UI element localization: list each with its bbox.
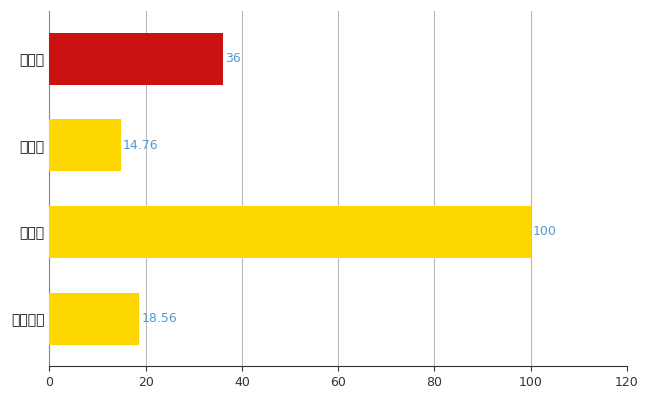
Text: 14.76: 14.76: [123, 139, 159, 152]
Bar: [49, 119, 120, 171]
Bar: [49, 292, 139, 344]
Text: 18.56: 18.56: [141, 312, 177, 325]
Bar: [49, 33, 223, 85]
Text: 100: 100: [533, 226, 557, 238]
Bar: [49, 206, 531, 258]
Text: 36: 36: [225, 52, 241, 65]
